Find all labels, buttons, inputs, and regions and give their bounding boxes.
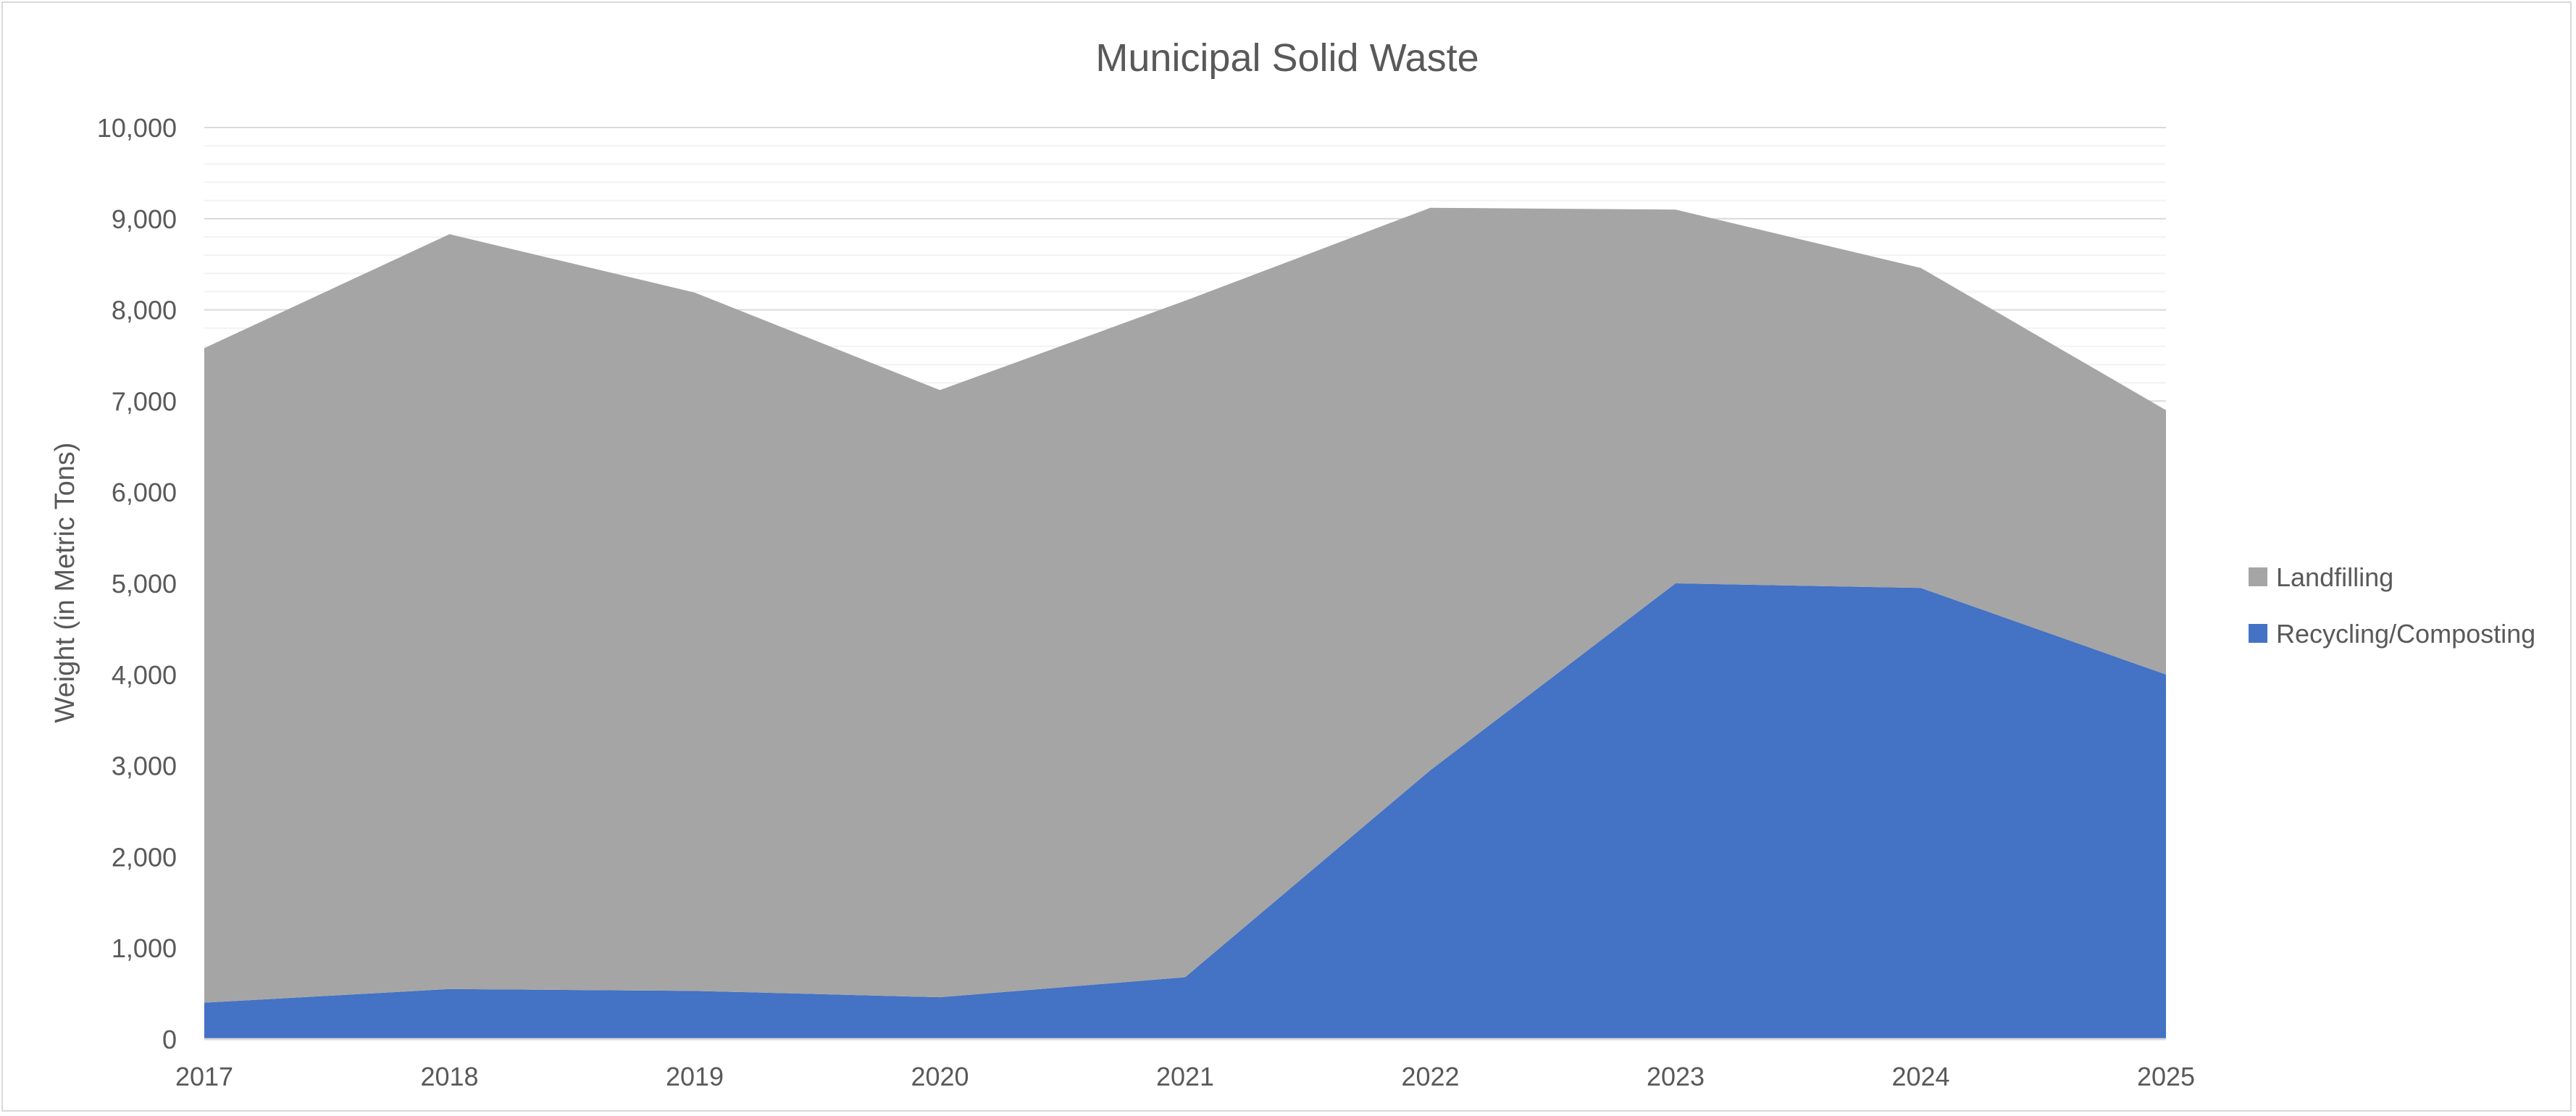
y-tick-label: 1,000 xyxy=(112,933,177,963)
y-tick-label: 5,000 xyxy=(112,569,177,599)
legend-label-landfilling: Landfilling xyxy=(2276,562,2393,592)
x-tick-label: 2019 xyxy=(666,1062,724,1091)
legend-swatch-recycling-composting xyxy=(2249,624,2267,643)
x-tick-label: 2022 xyxy=(1401,1062,1459,1091)
x-tick-label: 2025 xyxy=(2137,1062,2195,1091)
y-tick-label: 2,000 xyxy=(112,842,177,872)
x-axis: 2017 2018 2019 2020 2021 2022 2023 2024 2025 xyxy=(175,1038,2195,1091)
y-tick-label: 7,000 xyxy=(112,386,177,416)
y-tick-label: 6,000 xyxy=(112,478,177,507)
y-axis: 0 1,000 2,000 3,000 4,000 5,000 6,000 7,000 8,00… xyxy=(97,113,177,1054)
x-tick-label: 2024 xyxy=(1891,1062,1949,1091)
y-tick-label: 4,000 xyxy=(112,660,177,690)
area-recycling-composting xyxy=(204,583,2166,1039)
x-tick-label: 2021 xyxy=(1156,1062,1214,1091)
chart-title: Municipal Solid Waste xyxy=(1095,36,1479,80)
legend-swatch-landfilling xyxy=(2249,567,2267,586)
y-tick-label: 3,000 xyxy=(112,751,177,781)
y-axis-title: Weight (in Metric Tons) xyxy=(50,442,80,723)
legend-label-recycling-composting: Recycling/Composting xyxy=(2276,619,2535,649)
x-tick-label: 2018 xyxy=(420,1062,478,1091)
x-tick-label: 2017 xyxy=(175,1062,233,1091)
x-tick-label: 2020 xyxy=(911,1062,969,1091)
y-tick-label: 9,000 xyxy=(112,204,177,234)
y-tick-label: 8,000 xyxy=(112,296,177,325)
y-tick-label: 0 xyxy=(162,1025,177,1054)
area-chart: 2017 2018 2019 2020 2021 2022 2023 2024 2025 0 1,… xyxy=(50,36,2535,1091)
x-tick-label: 2023 xyxy=(1647,1062,1705,1091)
y-tick-label: 10,000 xyxy=(97,113,177,143)
area-landfilling xyxy=(204,207,2166,1003)
legend: Landfilling Recycling/Composting xyxy=(2249,562,2535,649)
area-series-group xyxy=(204,207,2166,1039)
